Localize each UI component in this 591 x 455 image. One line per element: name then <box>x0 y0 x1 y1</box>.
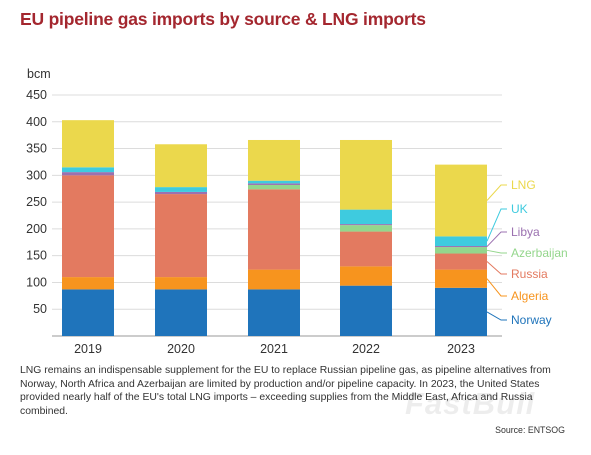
y-axis-label: bcm <box>27 67 51 81</box>
bar-segment-russia-2022 <box>340 231 392 267</box>
bar-segment-lng-2022 <box>340 139 392 210</box>
bar-segment-libya-2022 <box>340 224 392 226</box>
legend-leader-uk <box>486 208 507 242</box>
x-tick-label: 2021 <box>260 342 288 356</box>
x-tick-label: 2020 <box>167 342 195 356</box>
legend-leader-norway <box>486 311 507 321</box>
bar-segment-norway-2022 <box>340 285 392 336</box>
bar-segment-norway-2021 <box>248 289 300 336</box>
bar-segment-azerbaijan-2022 <box>340 225 392 232</box>
bar-segment-russia-2019 <box>62 175 114 278</box>
bar-segment-libya-2019 <box>62 172 114 176</box>
bar-segment-libya-2023 <box>435 246 487 248</box>
bar-segment-libya-2021 <box>248 183 300 185</box>
bar-segment-uk-2022 <box>340 209 392 225</box>
legend-label-uk: UK <box>511 202 528 216</box>
y-tick-label: 50 <box>33 302 47 316</box>
bar-segment-lng-2019 <box>62 120 114 168</box>
y-tick-label: 250 <box>26 195 47 209</box>
chart-title: EU pipeline gas imports by source & LNG … <box>20 9 426 29</box>
bar-segment-uk-2020 <box>155 187 207 192</box>
y-tick-label: 350 <box>26 142 47 156</box>
bar-segment-russia-2020 <box>155 194 207 278</box>
bar-segment-uk-2023 <box>435 236 487 247</box>
bar-segment-russia-2023 <box>435 253 487 270</box>
legend-leader-azerbaijan <box>486 249 507 254</box>
bar-segment-lng-2023 <box>435 164 487 237</box>
bar-segment-libya-2020 <box>155 191 207 195</box>
legend-leader-algeria <box>486 278 507 297</box>
y-tick-label: 400 <box>26 115 47 129</box>
legend-leader-russia <box>486 261 507 275</box>
y-tick-label: 200 <box>26 222 47 236</box>
y-tick-label: 150 <box>26 249 47 263</box>
legend-label-norway: Norway <box>511 313 552 327</box>
bar-segment-algeria-2022 <box>340 266 392 286</box>
bar-segment-algeria-2023 <box>435 269 487 288</box>
legend-label-algeria: Algeria <box>511 289 549 303</box>
y-tick-label: 100 <box>26 275 47 289</box>
bar-segment-algeria-2020 <box>155 277 207 290</box>
bar-segment-lng-2020 <box>155 144 207 188</box>
legend-leader-libya <box>486 231 507 247</box>
chart-caption: LNG remains an indispensable supplement … <box>20 365 551 417</box>
bar-segment-norway-2020 <box>155 289 207 336</box>
bar-segment-lng-2021 <box>248 139 300 181</box>
y-tick-label: 450 <box>26 88 47 102</box>
x-tick-label: 2023 <box>447 342 475 356</box>
source-note: Source: ENTSOG <box>495 425 565 435</box>
x-tick-label: 2022 <box>352 342 380 356</box>
bar-segment-azerbaijan-2023 <box>435 247 487 254</box>
bar-segment-algeria-2021 <box>248 269 300 290</box>
legend-label-libya: Libya <box>511 225 540 239</box>
legend-label-lng: LNG <box>511 178 536 192</box>
bar-segment-azerbaijan-2021 <box>248 184 300 190</box>
y-tick-label: 300 <box>26 168 47 182</box>
bar-segment-norway-2019 <box>62 289 114 336</box>
legend-label-russia: Russia <box>511 267 548 281</box>
x-tick-label: 2019 <box>74 342 102 356</box>
bar-segment-algeria-2019 <box>62 277 114 290</box>
legend-label-azerbaijan: Azerbaijan <box>511 246 568 260</box>
bar-segment-russia-2021 <box>248 189 300 270</box>
bar-segment-uk-2019 <box>62 167 114 173</box>
bar-segment-norway-2023 <box>435 287 487 336</box>
legend-leader-lng <box>486 184 507 201</box>
bar-segment-uk-2021 <box>248 180 300 184</box>
